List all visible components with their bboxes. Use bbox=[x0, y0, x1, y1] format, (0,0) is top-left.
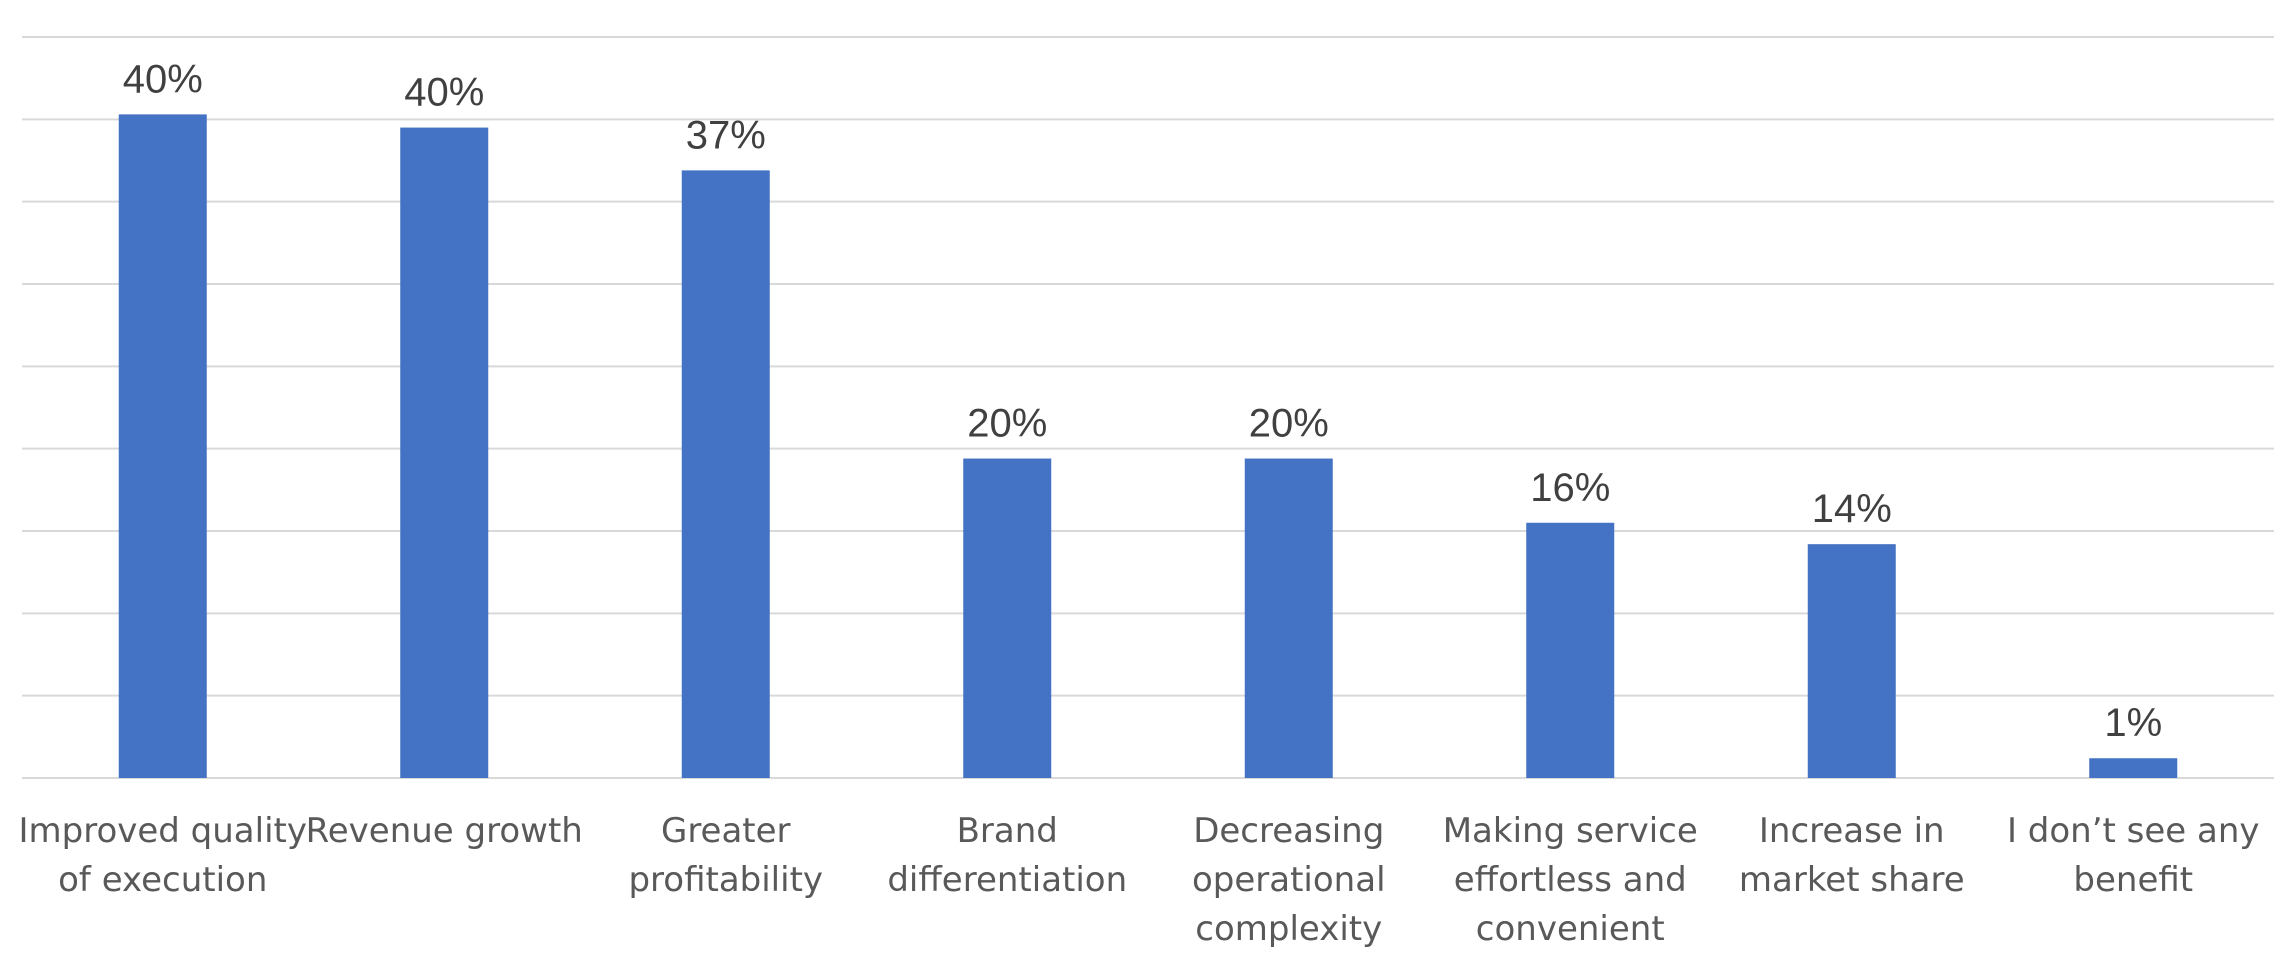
category-label-line: I don’t see any bbox=[2007, 811, 2260, 851]
category-label-line: Improved quality bbox=[18, 811, 307, 851]
category-label-line: effortless and bbox=[1454, 860, 1687, 900]
data-labels: 40% 40% 37% 20% 20% 16% 14% 1% bbox=[123, 57, 2162, 745]
bar bbox=[1807, 544, 1896, 778]
bar bbox=[2089, 758, 2178, 778]
category-label: Decreasing operational complexity bbox=[1192, 811, 1386, 949]
category-label-line: Increase in bbox=[1759, 811, 1945, 851]
bar bbox=[963, 458, 1052, 778]
category-label: Improved quality of execution bbox=[18, 811, 307, 900]
data-label: 20% bbox=[1249, 402, 1329, 446]
category-label-line: differentiation bbox=[887, 860, 1127, 900]
category-labels: Improved quality of execution Revenue grow… bbox=[18, 811, 2259, 949]
bar bbox=[118, 114, 207, 779]
category-label: Greater profitability bbox=[628, 811, 823, 900]
category-label-line: profitability bbox=[628, 860, 823, 900]
category-label-line: convenient bbox=[1476, 909, 1665, 949]
category-label: Making service effortless and convenient bbox=[1443, 811, 1698, 949]
category-label: Revenue growth bbox=[306, 811, 583, 851]
category-label-line: of execution bbox=[58, 860, 267, 900]
bar bbox=[1526, 522, 1615, 778]
data-label: 14% bbox=[1812, 487, 1892, 531]
category-label-line: benefit bbox=[2073, 860, 2193, 900]
category-label-line: operational bbox=[1192, 860, 1386, 900]
bars bbox=[118, 114, 2178, 779]
bar bbox=[400, 127, 489, 779]
category-label: Brand differentiation bbox=[887, 811, 1127, 900]
data-label: 40% bbox=[123, 57, 203, 101]
data-label: 40% bbox=[404, 71, 484, 115]
data-label: 20% bbox=[967, 402, 1047, 446]
category-label-line: Greater bbox=[661, 811, 791, 851]
category-label-line: Revenue growth bbox=[306, 811, 583, 851]
category-label-line: Decreasing bbox=[1193, 811, 1384, 851]
bar bbox=[681, 170, 770, 778]
gridlines bbox=[22, 36, 2274, 779]
data-label: 37% bbox=[686, 113, 766, 157]
category-label: Increase in market share bbox=[1739, 811, 1965, 900]
data-label: 1% bbox=[2104, 701, 2162, 745]
category-label-line: Making service bbox=[1443, 811, 1698, 851]
category-label: I don’t see any benefit bbox=[2007, 811, 2260, 900]
category-label-line: market share bbox=[1739, 860, 1965, 900]
category-label-line: Brand bbox=[957, 811, 1058, 851]
category-label-line: complexity bbox=[1195, 909, 1382, 949]
bar bbox=[1244, 458, 1333, 778]
data-label: 16% bbox=[1530, 466, 1610, 510]
